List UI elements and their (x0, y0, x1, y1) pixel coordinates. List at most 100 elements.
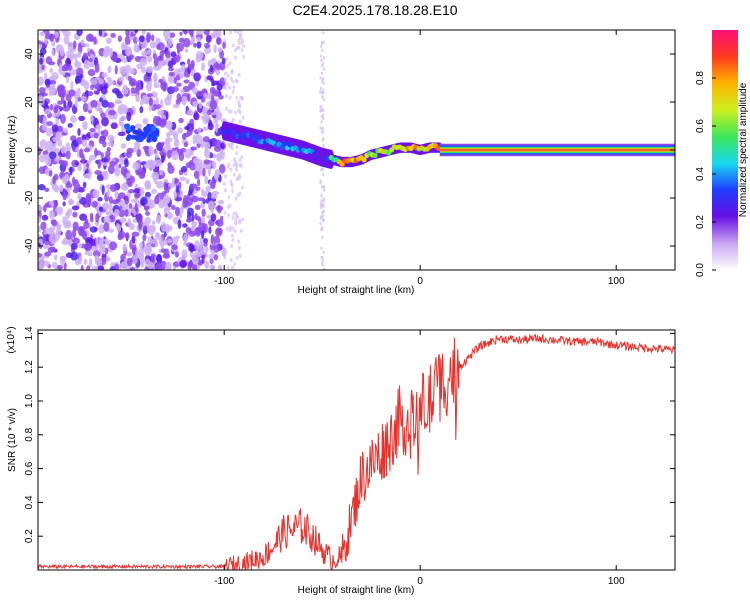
spectrogram-noise-blob (189, 252, 196, 258)
spectrogram-noise-blob (231, 215, 235, 220)
spectrogram-noise-blob (319, 222, 322, 226)
spectrogram-noise-blob (202, 136, 210, 143)
spectrogram-noise-blob (107, 141, 113, 147)
spectrogram-noise-blob (216, 36, 222, 45)
spectrogram-noise-blob (124, 35, 131, 45)
spectrogram-noise-blob (194, 213, 198, 220)
spectrogram-noise-blob (82, 52, 88, 61)
spectrogram-noise-blob (229, 258, 233, 263)
spectrogram-noise-blob (117, 192, 126, 199)
spectrogram-noise-blob (140, 169, 145, 177)
spectrogram-noise-blob (151, 126, 157, 132)
spectrogram-noise-blob (191, 195, 199, 203)
spectrogram-noise-blob (45, 127, 53, 137)
spectrogram-noise-blob (134, 202, 138, 212)
spectrogram-noise-blob (51, 72, 59, 81)
spectrogram-noise-blob (187, 260, 194, 268)
spectrogram-noise-blob (95, 213, 100, 223)
spectrogram-noise-blob (81, 134, 87, 141)
spectrogram-noise-blob (98, 224, 105, 234)
spectrogram-noise-blob (143, 225, 148, 231)
spectrogram-noise-blob (88, 57, 93, 63)
spectrogram-noise-blob (209, 64, 214, 73)
spectrogram-noise-blob (173, 76, 178, 85)
spectrogram-noise-blob (173, 139, 180, 148)
spectrogram-noise-blob (127, 75, 133, 82)
spectrogram-noise-blob (319, 44, 323, 48)
spectrogram-noise-blob (102, 140, 107, 148)
spectrogram-noise-blob (210, 234, 214, 244)
spectrogram-noise-blob (150, 239, 157, 244)
spectrogram-noise-blob (176, 49, 181, 54)
spectrogram-noise-blob (201, 208, 206, 217)
spectrogram-noise-blob (183, 79, 190, 84)
spectrogram-noise-blob (113, 211, 118, 218)
spectrogram-noise-blob (110, 32, 116, 39)
spectrogram-noise-blob (49, 33, 54, 42)
spectrogram-x-tick-label: 100 (608, 276, 625, 287)
spectrogram-noise-blob (190, 146, 198, 151)
spectrogram-noise-blob (145, 211, 151, 216)
spectrogram-noise-blob (131, 198, 140, 203)
spectrogram-noise-blob (120, 115, 127, 121)
spectrogram-noise-blob (319, 90, 322, 94)
spectrogram-noise-blob (111, 88, 120, 94)
spectrogram-noise-blob (38, 154, 47, 163)
spectrogram-noise-blob (120, 261, 124, 269)
spectrogram-noise-blob (239, 32, 243, 37)
spectrogram-noise-blob (189, 183, 198, 189)
spectrogram-noise-blob (79, 96, 87, 102)
spectrogram-noise-blob (227, 142, 231, 147)
spectrogram-noise-blob (149, 41, 157, 49)
spectrogram-noise-blob (41, 214, 49, 221)
snr-panel: -100 0 100 0.2 0.4 0.6 0.8 1.0 1.2 1.4 (x10⁴) Hei… (6, 326, 676, 596)
spectrogram-noise-blob (193, 42, 197, 48)
spectrogram-noise-blob (83, 147, 91, 153)
spectrogram-noise-blob (133, 188, 142, 194)
spectrogram-noise-blob (171, 244, 178, 250)
spectrogram-noise-blob (44, 108, 51, 115)
spectrogram-noise-blob (238, 119, 242, 124)
spectrogram-noise-blob (157, 55, 164, 62)
spectrogram-noise-blob (62, 190, 68, 201)
spectrogram-noise-blob (59, 256, 66, 266)
spectrogram-noise-blob (321, 62, 325, 66)
spectrogram-noise-blob (124, 209, 129, 217)
spectrogram-noise-blob (51, 261, 58, 269)
spectrogram-noise-blob (174, 206, 180, 217)
spectrogram-noise-blob (126, 111, 132, 122)
spectrogram-noise-blob (178, 117, 184, 124)
spectrogram-noise-blob (45, 156, 51, 166)
spectrogram-noise-blob (142, 131, 148, 137)
spectrogram-noise-blob (62, 201, 66, 207)
spectrogram-noise-blob (66, 221, 72, 228)
spectrogram-noise-blob (321, 126, 324, 130)
spectrogram-noise-blob (75, 161, 79, 166)
spectrogram-noise-blob (119, 205, 123, 210)
spectrogram-noise-blob (39, 57, 44, 65)
spectrogram-noise-blob (226, 63, 230, 68)
spectrogram-noise-blob (146, 93, 154, 98)
spectrogram-noise-blob (49, 226, 56, 232)
spectrogram-noise-blob (87, 250, 93, 257)
spectrogram-noise-blob (239, 95, 243, 100)
spectrogram-noise-blob (126, 151, 133, 159)
spectrogram-noise-blob (100, 157, 108, 163)
spectrogram-noise-blob (216, 83, 223, 91)
spectrogram-noise-blob (100, 152, 104, 159)
spectrogram-noise-blob (322, 185, 326, 189)
spectrogram-noise-blob (231, 89, 235, 94)
spectrogram-noise-blob (48, 210, 56, 220)
spectrogram-noise-blob (126, 172, 131, 179)
spectrogram-noise-blob (62, 153, 67, 158)
spectrogram-x-tick-label: 0 (417, 276, 423, 287)
snr-y-tick-label: 0.2 (24, 529, 35, 543)
spectrogram-noise-blob (100, 130, 105, 136)
spectrogram-noise-blob (63, 100, 67, 109)
spectrogram-noise-blob (46, 140, 54, 148)
spectrogram-noise-blob (141, 30, 146, 35)
spectrogram-noise-blob (203, 159, 210, 165)
spectrogram-noise-blob (223, 38, 227, 43)
spectrogram-noise-blob (229, 76, 233, 81)
spectrogram-noise-blob (179, 176, 186, 181)
